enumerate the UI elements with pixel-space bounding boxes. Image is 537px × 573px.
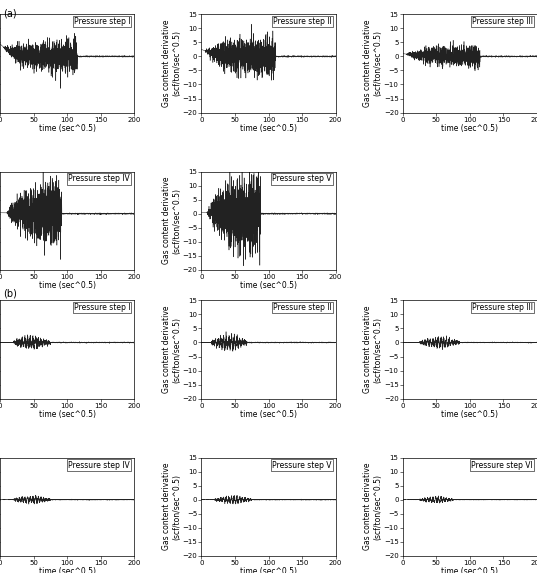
Text: Pressure step IV: Pressure step IV — [69, 174, 130, 183]
Text: (b): (b) — [3, 288, 17, 298]
X-axis label: time (sec^0.5): time (sec^0.5) — [240, 124, 297, 133]
X-axis label: time (sec^0.5): time (sec^0.5) — [39, 281, 96, 291]
Y-axis label: Gas content derivative
(scf/ton/sec^0.5): Gas content derivative (scf/ton/sec^0.5) — [162, 177, 181, 264]
Text: Pressure step I: Pressure step I — [74, 303, 130, 312]
Text: Pressure step II: Pressure step II — [273, 303, 331, 312]
Y-axis label: Gas content derivative
(scf/ton/sec^0.5): Gas content derivative (scf/ton/sec^0.5) — [363, 306, 382, 393]
X-axis label: time (sec^0.5): time (sec^0.5) — [441, 567, 498, 573]
Y-axis label: Gas content derivative
(scf/ton/sec^0.5): Gas content derivative (scf/ton/sec^0.5) — [363, 19, 382, 107]
X-axis label: time (sec^0.5): time (sec^0.5) — [441, 410, 498, 419]
X-axis label: time (sec^0.5): time (sec^0.5) — [441, 124, 498, 133]
X-axis label: time (sec^0.5): time (sec^0.5) — [240, 281, 297, 291]
Y-axis label: Gas content derivative
(scf/ton/sec^0.5): Gas content derivative (scf/ton/sec^0.5) — [363, 463, 382, 551]
Text: Pressure step VI: Pressure step VI — [471, 461, 533, 469]
Text: Pressure step III: Pressure step III — [472, 303, 533, 312]
X-axis label: time (sec^0.5): time (sec^0.5) — [240, 567, 297, 573]
Text: Pressure step I: Pressure step I — [74, 17, 130, 26]
X-axis label: time (sec^0.5): time (sec^0.5) — [39, 567, 96, 573]
Text: Pressure step IV: Pressure step IV — [69, 461, 130, 469]
X-axis label: time (sec^0.5): time (sec^0.5) — [39, 410, 96, 419]
Text: Pressure step II: Pressure step II — [273, 17, 331, 26]
Y-axis label: Gas content derivative
(scf/ton/sec^0.5): Gas content derivative (scf/ton/sec^0.5) — [162, 306, 181, 393]
Text: Pressure step V: Pressure step V — [272, 461, 331, 469]
Text: Pressure step V: Pressure step V — [272, 174, 331, 183]
X-axis label: time (sec^0.5): time (sec^0.5) — [39, 124, 96, 133]
Text: (a): (a) — [3, 9, 16, 18]
Y-axis label: Gas content derivative
(scf/ton/sec^0.5): Gas content derivative (scf/ton/sec^0.5) — [162, 463, 181, 551]
X-axis label: time (sec^0.5): time (sec^0.5) — [240, 410, 297, 419]
Y-axis label: Gas content derivative
(scf/ton/sec^0.5): Gas content derivative (scf/ton/sec^0.5) — [162, 19, 181, 107]
Text: Pressure step III: Pressure step III — [472, 17, 533, 26]
